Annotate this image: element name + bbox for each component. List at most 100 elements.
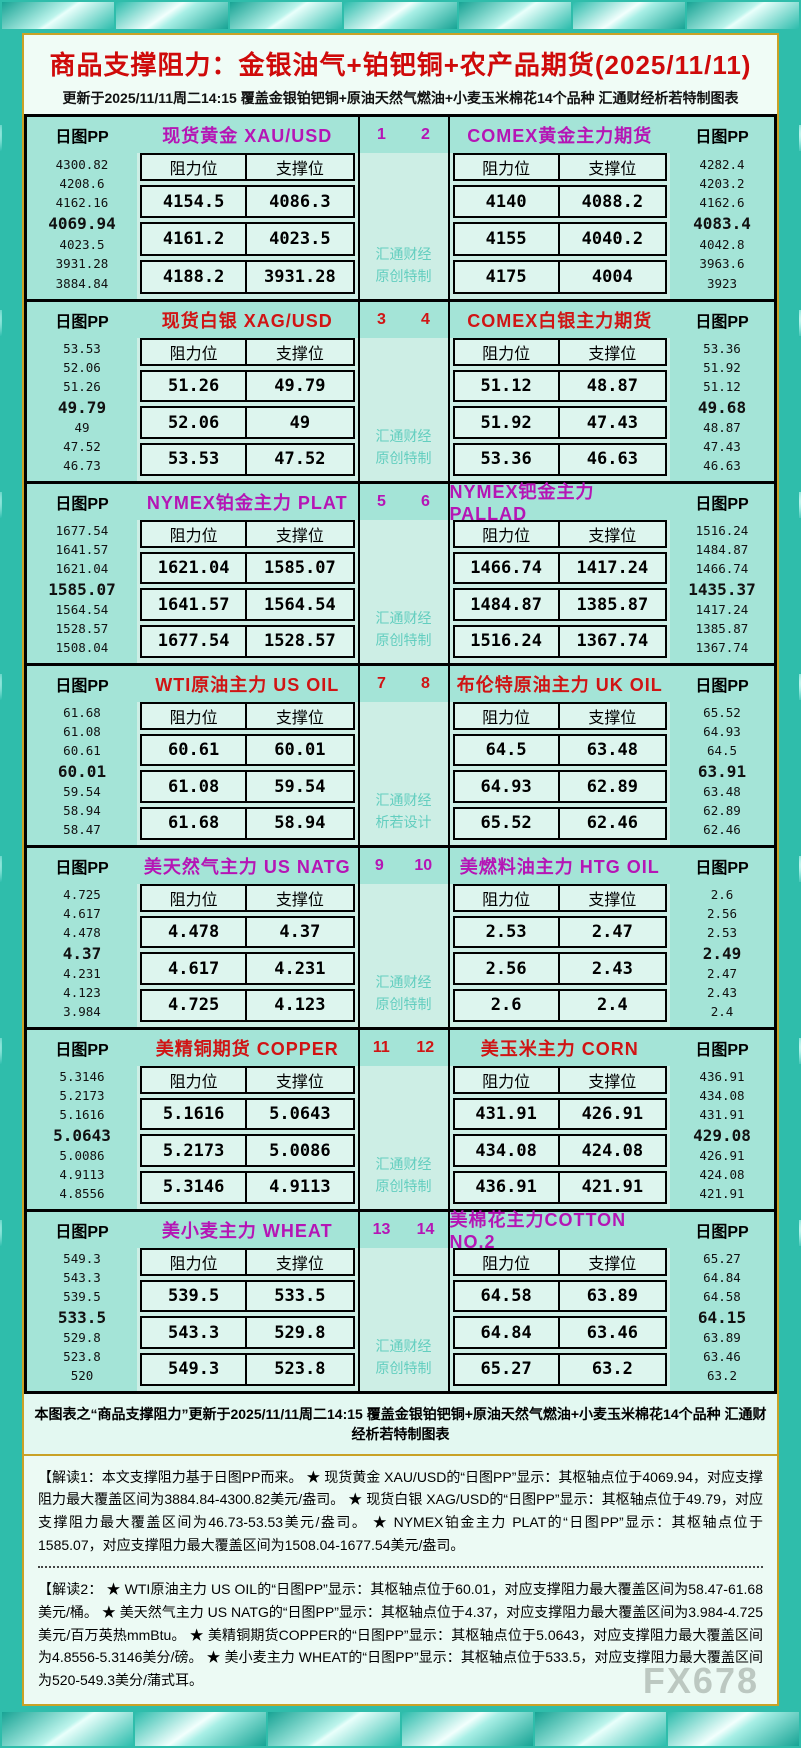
ladder-value: 62.46 bbox=[703, 821, 741, 837]
pp-label: 日图PP bbox=[55, 313, 109, 331]
ladder-value: 2.53 bbox=[706, 924, 738, 940]
ladder-value: 2.4 bbox=[710, 1003, 734, 1019]
support-value: 523.8 bbox=[274, 1359, 326, 1380]
gradient-tile bbox=[2, 2, 115, 29]
resistance-header: 阻力位 bbox=[142, 521, 248, 546]
watermark-line: 原创特制 bbox=[375, 267, 432, 284]
top-decorative-tiles bbox=[0, 0, 801, 29]
support-value: 1417.24 bbox=[576, 558, 649, 578]
resistance-value: 4.478 bbox=[142, 917, 248, 947]
instrument-title: WTI原油主力 US OIL bbox=[137, 665, 358, 702]
ladder-value: 46.73 bbox=[63, 457, 101, 473]
resistance-value: 5.1616 bbox=[142, 1099, 248, 1129]
brand-watermark: FX678 bbox=[642, 1659, 759, 1701]
footer-summary: 本图表之“商品支撑阻力”更新于2025/11/11周二14:15 覆盖金银铂钯铜… bbox=[24, 1393, 777, 1456]
resistance-value: 549.3 bbox=[142, 1355, 248, 1384]
right-instrument-panel: NYMEX钯金主力 PALLAD 阻力位 支撑位 1466.74 1417.24… bbox=[449, 482, 670, 663]
commodity-row: 日图PP 549.3 543.3 539.5 533.5 529.8 523.8… bbox=[0, 1208, 801, 1391]
support-value: 421.91 bbox=[581, 1177, 644, 1198]
table-row: 2.53 2.47 bbox=[452, 915, 667, 949]
ladder-value: 2.6 bbox=[710, 887, 734, 903]
support-header: 支撑位 bbox=[275, 1073, 324, 1091]
middle-column: 7 8 汇通财经 析若设计 bbox=[357, 665, 450, 845]
table-row: 1641.57 1564.54 bbox=[140, 588, 355, 622]
resistance-header: 阻力位 bbox=[142, 703, 248, 728]
support-value: 58.94 bbox=[274, 813, 326, 834]
ladder-value: 47.43 bbox=[703, 439, 741, 455]
support-header: 支撑位 bbox=[588, 1073, 637, 1091]
resistance-value: 53.53 bbox=[142, 445, 248, 474]
resistance-value: 2.53 bbox=[455, 917, 560, 947]
resistance-value: 5.2173 bbox=[142, 1136, 248, 1166]
ladder-value: 65.27 bbox=[703, 1251, 741, 1267]
pivot-ladder: 65.52 64.93 64.5 63.91 63.48 62.89 62.46 bbox=[670, 702, 774, 845]
pair-number: 5 bbox=[377, 492, 386, 510]
table-row: 543.3 529.8 bbox=[140, 1316, 355, 1350]
table-row: 53.36 46.63 bbox=[452, 443, 667, 476]
pivot-value: 4069.94 bbox=[48, 214, 116, 234]
resistance-value: 1677.54 bbox=[142, 627, 248, 656]
table-row: 1484.87 1385.87 bbox=[452, 588, 667, 622]
table-row: 436.91 421.91 bbox=[452, 1171, 667, 1204]
support-value: 4023.5 bbox=[269, 229, 331, 250]
ladder-value: 52.06 bbox=[63, 360, 101, 376]
left-pivot-column: 日图PP 61.68 61.08 60.61 60.01 59.54 58.94… bbox=[27, 665, 137, 845]
ladder-value: 53.36 bbox=[703, 341, 741, 357]
left-pivot-column: 日图PP 5.3146 5.2173 5.1616 5.0643 5.0086 … bbox=[27, 1029, 137, 1209]
support-header: 支撑位 bbox=[275, 709, 324, 727]
support-value: 4.9113 bbox=[269, 1177, 331, 1198]
support-value: 2.4 bbox=[597, 995, 628, 1016]
support-resistance-table: 阻力位 支撑位 51.26 49.79 52.06 49 53.53 47.52 bbox=[140, 337, 355, 476]
instrument-title: 美精铜期货 COPPER bbox=[137, 1029, 358, 1066]
gradient-tile bbox=[686, 2, 799, 29]
pair-number: 1 bbox=[377, 125, 386, 143]
resistance-header: 阻力位 bbox=[455, 339, 560, 364]
left-instrument-panel: 现货黄金 XAU/USD 阻力位 支撑位 4154.5 4086.3 4161.… bbox=[137, 116, 358, 299]
resistance-value: 543.3 bbox=[142, 1318, 248, 1348]
support-resistance-table: 阻力位 支撑位 431.91 426.91 434.08 424.08 436.… bbox=[452, 1065, 667, 1204]
pivot-value: 64.15 bbox=[697, 1307, 747, 1327]
ladder-value: 523.8 bbox=[63, 1349, 101, 1365]
support-value: 63.48 bbox=[586, 740, 638, 760]
pair-numbers: 1 2 bbox=[359, 116, 448, 153]
note-divider bbox=[38, 1566, 763, 1569]
watermark-line: 汇通财经 bbox=[375, 427, 432, 444]
resistance-value: 431.91 bbox=[455, 1099, 560, 1129]
support-value: 47.52 bbox=[274, 449, 326, 470]
ladder-value: 434.08 bbox=[699, 1088, 745, 1104]
pair-number: 9 bbox=[374, 856, 384, 874]
resistance-value: 4161.2 bbox=[142, 224, 248, 255]
pp-label: 日图PP bbox=[695, 677, 749, 695]
pivot-ladder: 4.725 4.617 4.478 4.37 4.231 4.123 3.984 bbox=[27, 884, 137, 1027]
support-value: 62.46 bbox=[586, 813, 638, 834]
right-pivot-column: 日图PP 65.27 64.84 64.58 64.15 63.89 63.46… bbox=[670, 1211, 774, 1391]
ladder-value: 436.91 bbox=[699, 1069, 745, 1085]
table-row: 431.91 426.91 bbox=[452, 1097, 667, 1131]
watermark: 汇通财经 原创特制 bbox=[360, 971, 448, 1027]
table-row: 64.58 63.89 bbox=[452, 1279, 667, 1313]
resistance-value: 1641.57 bbox=[142, 590, 248, 620]
instrument-title: COMEX白银主力期货 bbox=[449, 301, 670, 338]
instrument-title: NYMEX钯金主力 PALLAD bbox=[449, 482, 670, 524]
middle-column: 13 14 汇通财经 原创特制 bbox=[357, 1211, 450, 1391]
pivot-value: 49.68 bbox=[697, 397, 747, 417]
ladder-value: 2.56 bbox=[706, 906, 738, 922]
pivot-ladder: 1677.54 1641.57 1621.04 1585.07 1564.54 … bbox=[27, 520, 137, 663]
support-value: 426.91 bbox=[581, 1104, 644, 1124]
resistance-header: 阻力位 bbox=[142, 1249, 248, 1274]
resistance-value: 4188.2 bbox=[142, 262, 248, 292]
table-row: 51.26 49.79 bbox=[140, 369, 355, 403]
instrument-title: COMEX黄金主力期货 bbox=[449, 116, 670, 153]
pp-label: 日图PP bbox=[55, 1041, 109, 1059]
support-value: 4.123 bbox=[274, 995, 326, 1016]
gradient-tile bbox=[572, 2, 685, 29]
support-value: 1367.74 bbox=[576, 631, 649, 652]
resistance-value: 4154.5 bbox=[142, 186, 248, 217]
support-resistance-table: 阻力位 支撑位 4154.5 4086.3 4161.2 4023.5 4188… bbox=[140, 152, 355, 294]
page-title: 商品支撑阻力：金银油气+铂钯铜+农产品期货(2025/11/11) bbox=[49, 49, 752, 80]
ladder-value: 4282.4 bbox=[699, 156, 745, 172]
pivot-ladder: 549.3 543.3 539.5 533.5 529.8 523.8 520 bbox=[27, 1248, 137, 1391]
resistance-value: 65.27 bbox=[455, 1355, 560, 1384]
resistance-value: 60.61 bbox=[142, 735, 248, 765]
resistance-value: 4155 bbox=[455, 224, 560, 255]
